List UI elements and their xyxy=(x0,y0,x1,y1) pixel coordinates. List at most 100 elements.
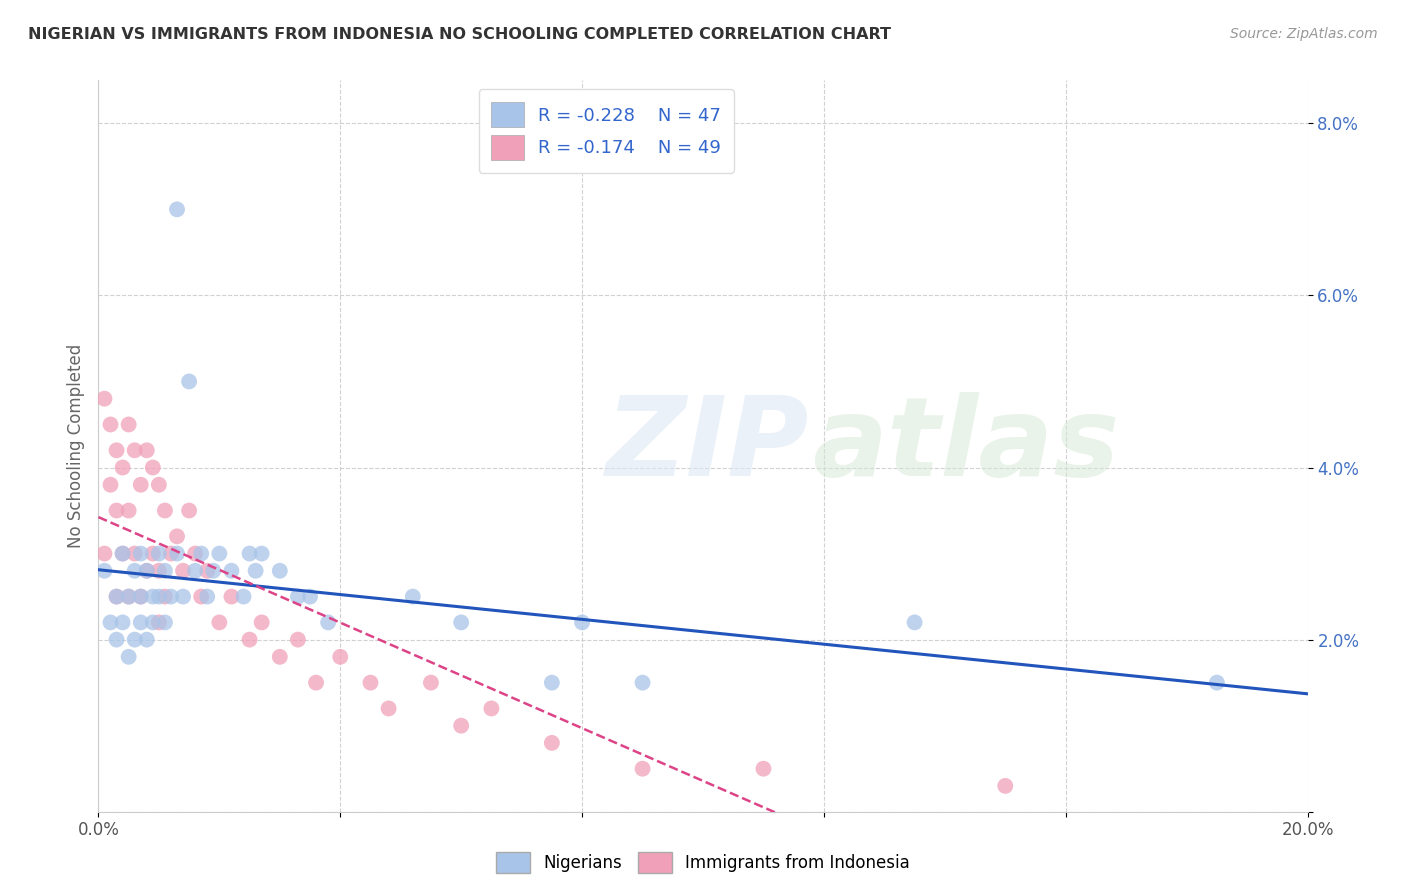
Point xyxy=(105,443,128,458)
Point xyxy=(190,590,212,604)
Point xyxy=(135,443,157,458)
Point xyxy=(631,675,654,690)
Point xyxy=(118,590,141,604)
Point xyxy=(93,547,115,561)
Point xyxy=(118,590,141,604)
Point xyxy=(571,615,593,630)
Point xyxy=(153,564,176,578)
Point xyxy=(481,701,503,715)
Point xyxy=(160,590,183,604)
Point xyxy=(269,649,291,664)
Point xyxy=(166,529,188,543)
Point xyxy=(904,615,927,630)
Point xyxy=(287,632,309,647)
Point xyxy=(160,547,183,561)
Point xyxy=(135,632,157,647)
Point xyxy=(153,590,176,604)
Point xyxy=(148,564,170,578)
Point xyxy=(124,564,146,578)
Point xyxy=(299,590,322,604)
Point xyxy=(135,564,157,578)
Point xyxy=(142,460,165,475)
Point xyxy=(179,375,201,389)
Point xyxy=(105,590,128,604)
Point xyxy=(450,615,472,630)
Point xyxy=(100,417,122,432)
Text: ZIP: ZIP xyxy=(606,392,810,500)
Point xyxy=(269,564,291,578)
Point xyxy=(221,564,243,578)
Point xyxy=(994,779,1017,793)
Point xyxy=(153,615,176,630)
Point xyxy=(148,547,170,561)
Point xyxy=(329,649,352,664)
Point xyxy=(540,675,562,690)
Point xyxy=(360,675,382,690)
Point xyxy=(316,615,339,630)
Point xyxy=(239,547,262,561)
Point xyxy=(232,590,254,604)
Point xyxy=(305,675,328,690)
Point xyxy=(100,477,122,491)
Point xyxy=(129,477,152,491)
Point xyxy=(105,503,128,517)
Point xyxy=(221,590,243,604)
Point xyxy=(93,392,115,406)
Point xyxy=(148,477,170,491)
Point xyxy=(287,590,309,604)
Point xyxy=(250,615,273,630)
Point xyxy=(239,632,262,647)
Point xyxy=(752,762,775,776)
Point xyxy=(420,675,443,690)
Point xyxy=(118,503,141,517)
Point xyxy=(172,590,194,604)
Point xyxy=(124,443,146,458)
Point xyxy=(111,615,134,630)
Point xyxy=(124,632,146,647)
Point xyxy=(202,564,225,578)
Point xyxy=(166,547,188,561)
Point xyxy=(100,615,122,630)
Point xyxy=(93,564,115,578)
Point xyxy=(111,547,134,561)
Point xyxy=(166,202,188,217)
Point xyxy=(540,736,562,750)
Point xyxy=(135,564,157,578)
Point xyxy=(142,590,165,604)
Text: atlas: atlas xyxy=(811,392,1119,500)
Text: Source: ZipAtlas.com: Source: ZipAtlas.com xyxy=(1230,27,1378,41)
Point xyxy=(118,417,141,432)
Point xyxy=(129,590,152,604)
Legend: R = -0.228    N = 47, R = -0.174    N = 49: R = -0.228 N = 47, R = -0.174 N = 49 xyxy=(478,89,734,173)
Point xyxy=(1206,675,1229,690)
Point xyxy=(129,615,152,630)
Point xyxy=(208,547,231,561)
Point xyxy=(195,590,218,604)
Y-axis label: No Schooling Completed: No Schooling Completed xyxy=(66,344,84,548)
Point xyxy=(111,460,134,475)
Point xyxy=(129,590,152,604)
Point xyxy=(179,503,201,517)
Point xyxy=(208,615,231,630)
Point xyxy=(195,564,218,578)
Point xyxy=(184,564,207,578)
Point xyxy=(111,547,134,561)
Point xyxy=(142,547,165,561)
Point xyxy=(184,547,207,561)
Point xyxy=(148,590,170,604)
Point xyxy=(377,701,399,715)
Point xyxy=(450,719,472,733)
Point xyxy=(105,590,128,604)
Point xyxy=(105,632,128,647)
Point xyxy=(148,615,170,630)
Point xyxy=(142,615,165,630)
Point xyxy=(124,547,146,561)
Legend: Nigerians, Immigrants from Indonesia: Nigerians, Immigrants from Indonesia xyxy=(489,846,917,880)
Point xyxy=(631,762,654,776)
Point xyxy=(118,649,141,664)
Point xyxy=(245,564,267,578)
Point xyxy=(190,547,212,561)
Point xyxy=(172,564,194,578)
Point xyxy=(153,503,176,517)
Point xyxy=(250,547,273,561)
